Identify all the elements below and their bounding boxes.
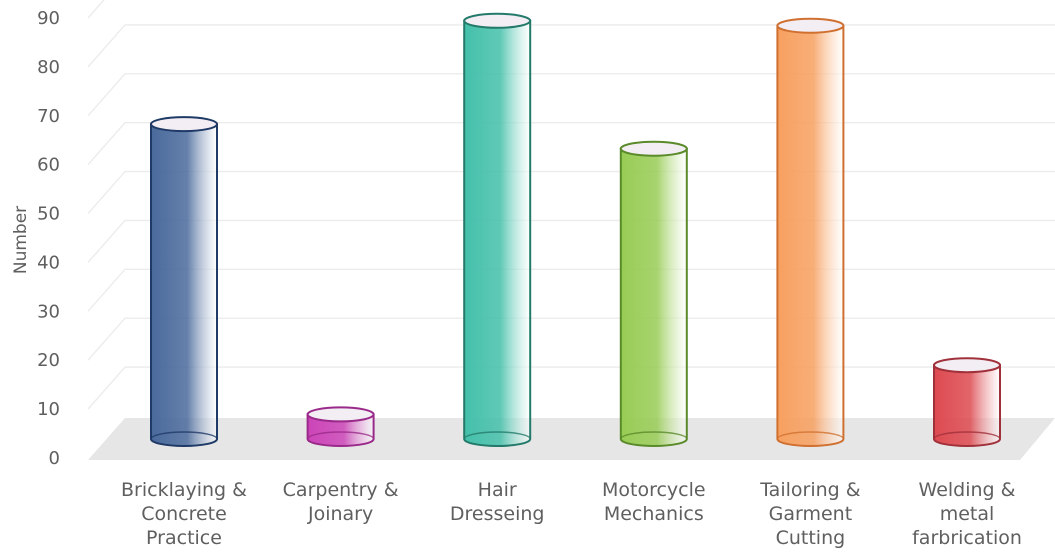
x-category-label: Welding & metal farbrication — [912, 479, 1022, 549]
bar-body — [619, 147, 688, 447]
bars — [150, 12, 1001, 447]
y-axis-title: Number — [11, 206, 31, 274]
y-tick-label: 10 — [37, 399, 60, 420]
x-category-label: Hair Dresseing — [450, 479, 545, 525]
y-tick-label: 70 — [37, 106, 60, 127]
x-category-label: Carpentry & Joinary — [283, 479, 399, 525]
bar — [306, 406, 375, 447]
y-tick-label: 60 — [37, 155, 60, 176]
y-tick-label: 0 — [49, 448, 60, 469]
bar-base-back — [463, 431, 531, 440]
bar-base-back — [776, 431, 845, 440]
bar — [776, 17, 845, 447]
gridline — [87, 219, 1055, 263]
y-tick-label: 50 — [37, 204, 60, 225]
gridline — [87, 317, 1055, 361]
gridlines — [87, 0, 1055, 410]
y-tick-label: 30 — [37, 301, 60, 322]
gridline — [87, 366, 1055, 410]
gridline — [87, 268, 1055, 312]
y-tick-label: 80 — [37, 57, 60, 78]
bar-base-back — [150, 431, 218, 440]
x-axis-labels: Bricklaying & Concrete Practice Carpentry &… — [121, 479, 1022, 549]
bar-top — [619, 140, 688, 157]
bar-body — [933, 364, 1001, 447]
gridline — [87, 73, 1055, 117]
gridline — [87, 0, 105, 19]
y-tick-label: 20 — [37, 350, 60, 371]
bar-top — [776, 17, 845, 34]
bar-top — [306, 406, 375, 423]
bar-body — [463, 19, 532, 447]
bar-body — [306, 413, 375, 447]
bar-base-back — [933, 431, 1001, 440]
chart-floor — [88, 418, 1055, 460]
bar-base-back — [620, 431, 688, 440]
bar-top — [150, 116, 218, 133]
x-category-label: Motorcycle Mechanics — [602, 479, 706, 525]
y-tick-label: 90 — [37, 8, 60, 29]
bar-base-back — [306, 431, 375, 440]
bar-top — [463, 12, 532, 29]
gridline — [87, 121, 1055, 166]
bar-body — [776, 24, 845, 447]
bar — [463, 12, 532, 447]
bar — [150, 116, 218, 447]
bar-body — [150, 123, 218, 447]
y-axis-ticks: 0 10 20 30 40 50 60 70 80 90 — [37, 8, 60, 469]
bar — [619, 140, 688, 447]
y-tick-label: 40 — [37, 252, 60, 273]
bar — [933, 357, 1001, 447]
gridline — [87, 24, 1055, 68]
x-category-label: Tailoring & Garment Cutting — [759, 479, 861, 549]
gridline — [87, 170, 1055, 215]
bar-top — [933, 357, 1001, 374]
x-category-label: Bricklaying & Concrete Practice — [121, 479, 247, 549]
